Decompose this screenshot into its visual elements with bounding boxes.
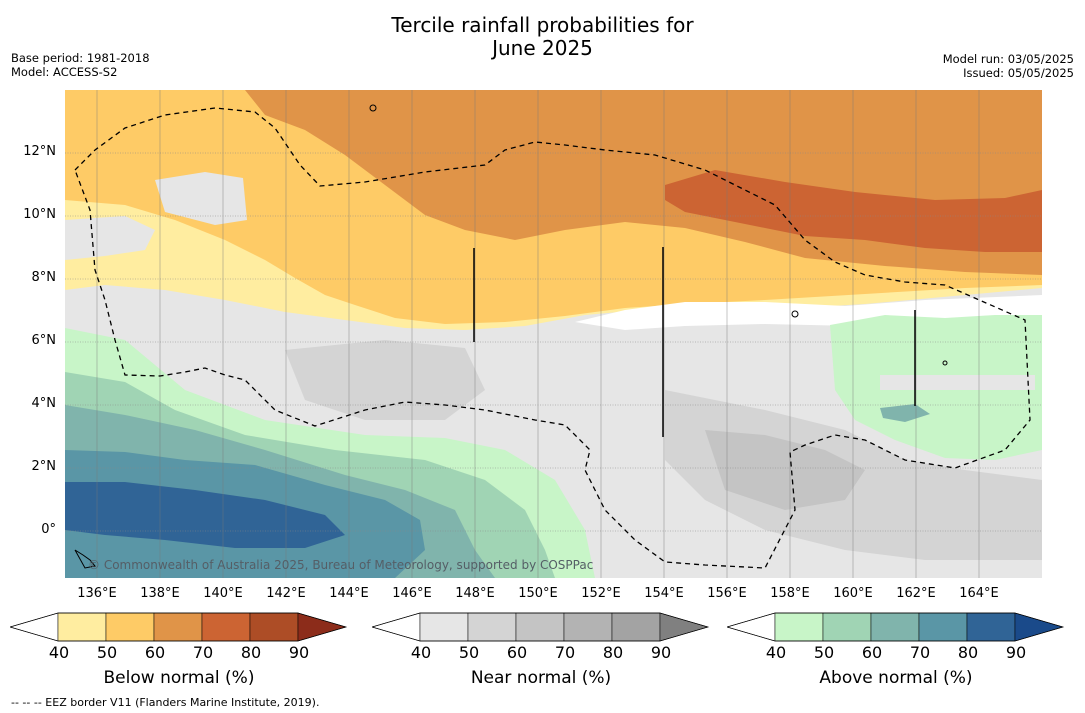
lon-label-156e: 156°E	[707, 586, 747, 601]
above-normal-50-east	[880, 404, 930, 422]
legend-near-tick-40: 40	[410, 643, 432, 662]
lat-label-0: 0°	[41, 522, 56, 537]
legend-near-normal-swatch-4	[563, 612, 613, 642]
legend-below-normal-bar	[10, 612, 348, 642]
legend-near-normal-bar	[372, 612, 710, 642]
lat-label-10n: 10°N	[23, 207, 56, 222]
near-normal-60-east	[705, 430, 865, 510]
map-title: Tercile rainfall probabilities for June …	[0, 14, 1085, 60]
legend-near-normal-swatch-3	[515, 612, 565, 642]
legend-near-tick-50: 50	[458, 643, 480, 662]
near-normal-patch-west	[65, 216, 155, 260]
legend-below-tick-40: 40	[48, 643, 70, 662]
lon-label-150e: 150°E	[518, 586, 558, 601]
lon-label-144e: 144°E	[329, 586, 369, 601]
lon-label-138e: 138°E	[140, 586, 180, 601]
lon-label-146e: 146°E	[392, 586, 432, 601]
legend-above-normal-swatch-5	[966, 612, 1016, 642]
title-line-2: June 2025	[492, 36, 593, 60]
small-islands	[74, 104, 948, 569]
base-info: Base period: 1981-2018 Model: ACCESS-S2	[11, 51, 150, 79]
legend-near-normal-swatch-1	[419, 612, 469, 642]
legend-above-normal-swatch-1	[774, 612, 824, 642]
legend-above-normal-swatch-3	[870, 612, 920, 642]
above-normal-80-sw	[65, 482, 345, 548]
legend-above-normal-lo	[727, 612, 776, 642]
legend-near-tick-70: 70	[554, 643, 576, 662]
forecast-map-svg	[65, 90, 1042, 578]
legend-below-tick-50: 50	[96, 643, 118, 662]
lon-label-148e: 148°E	[455, 586, 495, 601]
lat-label-6n: 6°N	[31, 333, 57, 348]
legend-below-normal-swatch-4	[201, 612, 251, 642]
island-markers	[473, 247, 916, 437]
legend-below-tick-70: 70	[192, 643, 214, 662]
legend-above-tick-60: 60	[861, 643, 883, 662]
legend-below-normal-swatch-2	[105, 612, 155, 642]
issued-date: Issued: 05/05/2025	[963, 66, 1074, 80]
legend-below-tick-60: 60	[144, 643, 166, 662]
legend-above-normal-bar	[727, 612, 1065, 642]
eez-footnote: -- -- -- EEZ border V11 (Flanders Marine…	[11, 696, 320, 709]
legend-near-normal-lo	[372, 612, 421, 642]
lon-label-136e: 136°E	[77, 586, 117, 601]
legend-above-normal-outline	[727, 612, 1065, 642]
legend-above-normal-hi	[1014, 612, 1064, 642]
lon-label-142e: 142°E	[266, 586, 306, 601]
legend-below-normal-title: Below normal (%)	[103, 668, 255, 688]
lon-label-140e: 140°E	[203, 586, 243, 601]
lon-label-162e: 162°E	[896, 586, 936, 601]
legend-near-normal-swatch-5	[611, 612, 661, 642]
lat-label-2n: 2°N	[31, 459, 57, 474]
legend-below-normal-hi	[297, 612, 347, 642]
legend-above-tick-90: 90	[1005, 643, 1027, 662]
legend-near-normal-hi	[659, 612, 709, 642]
lon-label-154e: 154°E	[644, 586, 684, 601]
run-info: Model run: 03/05/2025 Issued: 05/05/2025	[943, 52, 1074, 80]
base-period: Base period: 1981-2018	[11, 51, 150, 65]
grid-lines	[65, 152, 1042, 532]
legend-below-normal-swatch-1	[57, 612, 107, 642]
lon-label-164e: 164°E	[959, 586, 999, 601]
legend-near-normal-title: Near normal (%)	[470, 668, 612, 688]
model-run-date: Model run: 03/05/2025	[942, 52, 1074, 66]
legend-below-tick-80: 80	[240, 643, 262, 662]
legend-near-normal-outline	[372, 612, 710, 642]
legend-above-normal-swatch-2	[822, 612, 872, 642]
legend-near-normal-swatch-2	[467, 612, 517, 642]
lat-label-12n: 12°N	[23, 144, 56, 159]
legend-above-tick-80: 80	[957, 643, 979, 662]
legend-near-tick-60: 60	[506, 643, 528, 662]
near-normal-patch-nw	[155, 172, 247, 225]
legend-above-normal-title: Above normal (%)	[819, 668, 973, 688]
forecast-map	[65, 90, 1042, 578]
lon-label-160e: 160°E	[833, 586, 873, 601]
legend-near-tick-80: 80	[602, 643, 624, 662]
eez-border	[74, 107, 1031, 569]
legend-below-normal-lo	[10, 612, 59, 642]
lon-label-152e: 152°E	[581, 586, 621, 601]
legend-below-normal-outline	[10, 612, 348, 642]
copyright-notice: © Commonwealth of Australia 2025, Bureau…	[88, 558, 594, 572]
lat-label-8n: 8°N	[31, 270, 57, 285]
legend-above-tick-70: 70	[909, 643, 931, 662]
legend-below-normal-swatch-3	[153, 612, 203, 642]
model-name: Model: ACCESS-S2	[11, 65, 118, 79]
meridian-lines	[96, 90, 980, 578]
near-normal-strip-east	[880, 375, 1035, 390]
legend-near-tick-90: 90	[650, 643, 672, 662]
lat-label-4n: 4°N	[31, 396, 57, 411]
lon-label-158e: 158°E	[770, 586, 810, 601]
legend-above-tick-50: 50	[813, 643, 835, 662]
legend-above-tick-40: 40	[765, 643, 787, 662]
title-line-1: Tercile rainfall probabilities for	[391, 13, 694, 37]
legend-above-normal-swatch-4	[918, 612, 968, 642]
near-normal-50-center	[285, 340, 485, 420]
legend-below-normal-swatch-5	[249, 612, 299, 642]
legend-below-tick-90: 90	[288, 643, 310, 662]
below-normal-70-region	[665, 170, 1042, 252]
